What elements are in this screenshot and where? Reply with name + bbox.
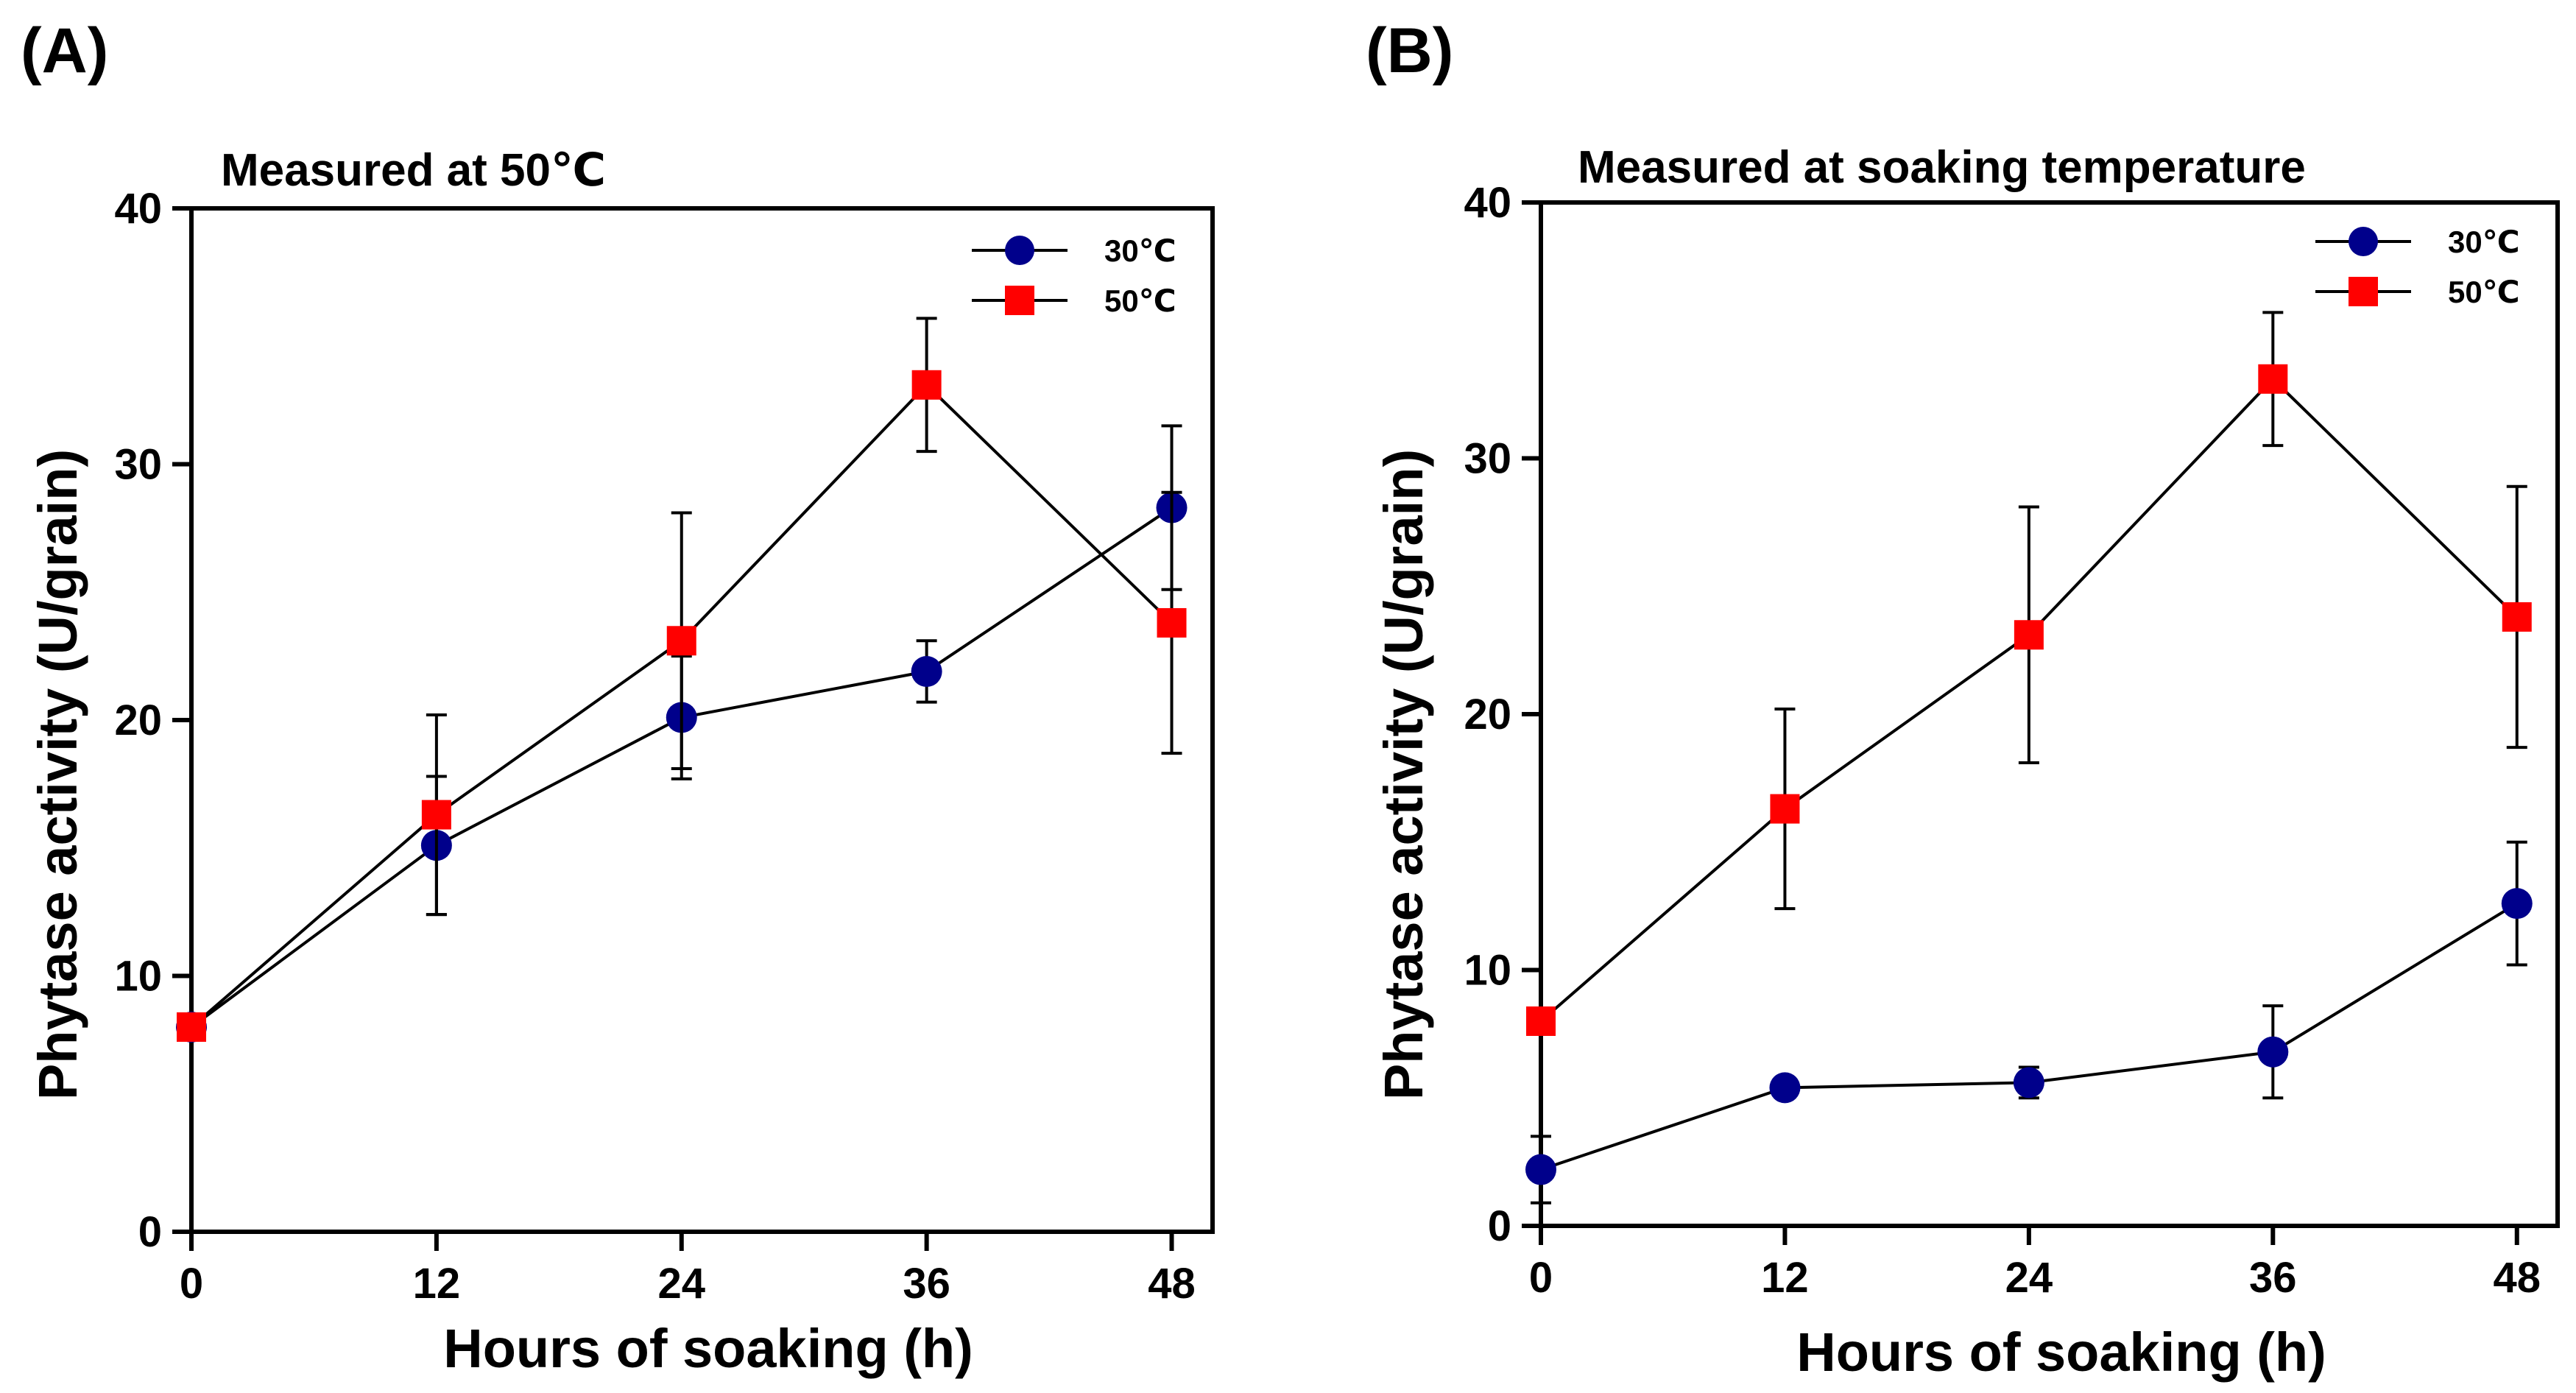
plot-frame [1539,200,2560,1228]
x-tick-label: 36 [2249,1254,2297,1302]
data-point [2258,364,2288,394]
y-tick-label: 0 [138,1208,162,1256]
legend: 30℃50℃ [972,233,1176,318]
series-layer [176,317,1188,1043]
series [1526,311,2532,1036]
legend-marker [2349,227,2378,256]
data-point [2014,620,2044,650]
series-line [1540,902,2518,1171]
legend-label: 50℃ [1104,283,1176,318]
legend-item: 50℃ [2315,275,2520,309]
legend: 30℃50℃ [2315,225,2520,309]
legend-item: 30℃ [972,233,1176,268]
x-tick-label: 48 [1148,1260,1196,1308]
x-tick-label: 0 [1529,1254,1553,1302]
data-point [2257,1036,2289,1068]
y-tick-label: 40 [1464,179,1511,227]
y-tick-label: 40 [114,185,162,233]
data-point [911,370,942,400]
y-tick-label: 10 [114,953,162,1001]
chart-title: Measured at 50℃ [221,145,606,196]
x-tick-label: 0 [180,1260,203,1308]
legend-label: 30℃ [1104,233,1176,268]
data-point [1157,607,1187,638]
y-tick-label: 20 [114,696,162,744]
x-tick-label: 24 [2005,1254,2053,1302]
data-point [2502,602,2532,632]
legend-item: 50℃ [972,283,1176,318]
x-tick-label: 24 [658,1260,706,1308]
x-tick-label: 48 [2494,1254,2541,1302]
panel-label: (B) [1366,15,1453,86]
x-axis-label: Hours of soaking (h) [443,1318,973,1379]
legend-marker [1005,286,1034,315]
series [177,317,1187,1042]
axes: 0 10 20 30 40 0 12 24 36 48 [1464,179,2560,1302]
x-tick-label: 12 [1761,1254,1809,1302]
data-point [177,1012,206,1042]
data-point [2501,888,2533,920]
y-tick-label: 20 [1464,691,1511,738]
axes: 0 10 20 30 40 0 12 24 36 48 [114,185,1215,1308]
series [1525,840,2533,1205]
panel-a: (A) Measured at 50℃ 0 10 20 30 40 0 12 24 36 48 H… [21,15,1215,1379]
x-tick-label: 36 [903,1260,950,1308]
series-layer [1525,311,2533,1205]
y-tick-label: 30 [114,441,162,489]
y-axis-label: Phytase activity (U/grain) [27,449,88,1100]
plot-frame [189,206,1215,1234]
data-point [911,655,942,687]
legend-label: 50℃ [2448,275,2520,309]
panel-label: (A) [21,15,108,86]
data-point [2013,1067,2044,1098]
y-tick-label: 30 [1464,435,1511,483]
x-tick-label: 12 [413,1260,461,1308]
y-tick-label: 10 [1464,947,1511,995]
data-point [1769,1072,1801,1104]
x-axis-label: Hours of soaking (h) [1796,1322,2326,1383]
data-point [1770,794,1800,824]
legend-marker [1005,236,1034,265]
data-point [1525,1154,1556,1185]
data-point [666,626,696,656]
data-point [1526,1006,1556,1036]
legend-label: 30℃ [2448,225,2520,259]
chart-title: Measured at soaking temperature [1578,142,2306,193]
data-point [421,800,451,830]
panel-b: (B) Measured at soaking temperature 0 10 2… [1366,15,2560,1383]
y-axis-label: Phytase activity (U/grain) [1373,449,1434,1100]
y-tick-label: 0 [1488,1202,1511,1250]
legend-item: 30℃ [2315,225,2520,259]
legend-marker [2349,277,2378,306]
